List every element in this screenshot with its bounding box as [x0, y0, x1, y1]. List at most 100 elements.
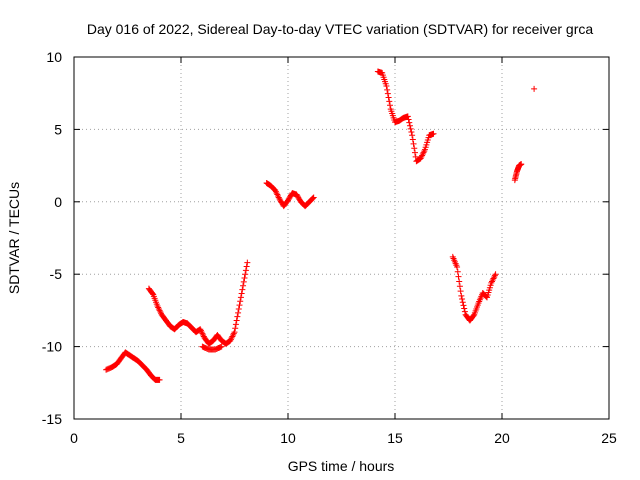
data-point	[454, 268, 461, 275]
data-point	[409, 132, 416, 139]
data-point	[410, 140, 417, 147]
data-point	[408, 129, 415, 136]
data-point	[384, 90, 391, 97]
data-point	[237, 294, 244, 301]
data-point	[459, 296, 466, 303]
data-point	[421, 148, 428, 155]
data-point	[243, 263, 250, 270]
data-point	[234, 313, 241, 320]
data-point	[240, 282, 247, 289]
data-point	[156, 307, 163, 314]
y-tick-label: 10	[46, 49, 62, 65]
data-point	[409, 136, 416, 143]
series-segment-4	[263, 179, 317, 210]
data-point	[157, 308, 164, 315]
data-point	[461, 305, 468, 312]
data-point	[492, 271, 499, 278]
data-point	[227, 336, 234, 343]
data-point	[383, 82, 390, 89]
series-segment-3	[199, 343, 225, 353]
data-point	[461, 308, 468, 315]
data-point	[491, 272, 498, 279]
y-tick-label: 5	[54, 121, 62, 137]
data-point	[235, 309, 242, 316]
data-point	[231, 329, 238, 336]
series-segment-2	[145, 259, 251, 347]
data-point	[241, 275, 248, 282]
series-segment-1	[103, 349, 163, 383]
data-point	[470, 312, 477, 319]
data-point	[232, 321, 239, 328]
data-point	[412, 153, 419, 160]
x-tick-label: 0	[70, 430, 78, 446]
series-segment-5	[374, 68, 437, 165]
data-point	[490, 275, 497, 282]
data-point	[275, 193, 282, 200]
y-tick-label: 0	[54, 194, 62, 210]
data-point	[489, 276, 496, 283]
data-point	[456, 283, 463, 290]
y-tick-label: -15	[42, 411, 62, 427]
data-point	[236, 302, 243, 309]
grid	[74, 57, 609, 419]
data-point	[155, 304, 162, 311]
data-point	[404, 113, 411, 120]
x-tick-label: 20	[494, 430, 510, 446]
data-point	[459, 299, 466, 306]
data-point	[454, 263, 461, 270]
data-point	[229, 333, 236, 340]
x-tick-label: 25	[601, 430, 617, 446]
y-tick-labels: -15 -10 -5 0 5 10	[42, 49, 62, 427]
data-point	[218, 343, 225, 350]
data-point	[233, 317, 240, 324]
data-point	[407, 125, 414, 132]
data-point	[154, 303, 161, 310]
data-point	[232, 325, 239, 332]
data-point	[460, 302, 467, 309]
data-point	[406, 122, 413, 129]
data-point	[455, 273, 462, 280]
data-point	[531, 85, 538, 92]
x-tick-label: 15	[387, 430, 403, 446]
data-point	[156, 376, 163, 383]
data-point	[274, 191, 281, 198]
data-point	[240, 278, 247, 285]
series-segment-8	[531, 85, 538, 92]
data-point	[238, 290, 245, 297]
series-segment-7	[511, 161, 525, 184]
data-point	[419, 151, 426, 158]
data-point	[411, 145, 418, 152]
data-point	[273, 190, 280, 197]
data-point	[385, 94, 392, 101]
data-point	[228, 334, 235, 341]
plot-frame	[73, 56, 610, 420]
data-point	[411, 149, 418, 156]
data-point	[230, 332, 237, 339]
data-point	[387, 102, 394, 109]
data-point	[456, 278, 463, 285]
data-point	[197, 327, 204, 334]
y-tick-label: -5	[50, 266, 63, 282]
data-point	[272, 187, 279, 194]
data-point	[309, 195, 316, 202]
data-point	[518, 161, 525, 168]
data-point	[200, 332, 207, 339]
y-axis-label: SDTVAR / TECUs	[6, 182, 22, 294]
data-point	[239, 286, 246, 293]
y-tick-label: -10	[42, 339, 62, 355]
data-point	[491, 274, 498, 281]
data-point	[405, 116, 412, 123]
x-tick-label: 10	[280, 430, 296, 446]
data-point	[488, 279, 495, 286]
data-point	[420, 149, 427, 156]
data-point	[418, 153, 425, 160]
chart-title: Day 016 of 2022, Sidereal Day-to-day VTE…	[87, 21, 593, 37]
data-point	[149, 290, 156, 297]
axis-ticks	[73, 56, 610, 420]
data-point	[197, 326, 204, 333]
data-point	[430, 130, 437, 137]
data-point	[457, 288, 464, 295]
x-tick-labels: 0 5 10 15 20 25	[70, 430, 617, 446]
data-point	[275, 194, 282, 201]
